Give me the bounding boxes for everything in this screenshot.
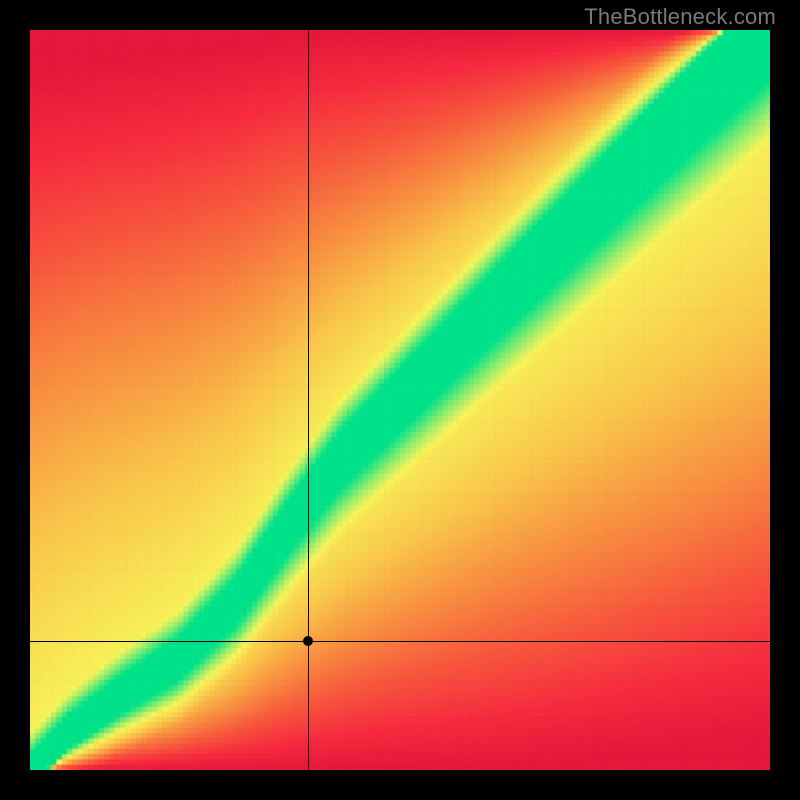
- watermark-text: TheBottleneck.com: [584, 4, 776, 30]
- crosshair-vertical-line: [308, 30, 309, 770]
- crosshair-horizontal-line: [30, 641, 770, 642]
- crosshair-marker-dot: [303, 636, 313, 646]
- plot-area: [30, 30, 770, 770]
- bottleneck-heatmap-canvas: [30, 30, 770, 770]
